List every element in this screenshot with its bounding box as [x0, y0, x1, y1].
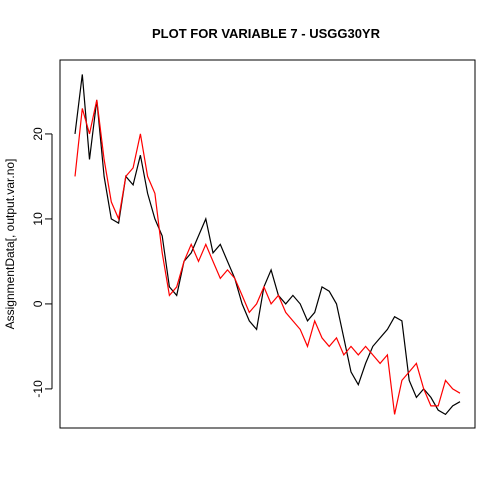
- y-tick-label: -10: [31, 380, 45, 398]
- plot-box: [59, 59, 476, 429]
- y-tick-label: 10: [31, 212, 45, 226]
- chart-title: PLOT FOR VARIABLE 7 - USGG30YR: [152, 26, 381, 41]
- y-axis-label: AssignmentData[, output.var.no]: [3, 159, 17, 330]
- series-line: [74, 74, 461, 416]
- y-tick-label: 20: [31, 127, 45, 141]
- y-tick-label: 0: [31, 300, 45, 307]
- series-line: [74, 99, 461, 415]
